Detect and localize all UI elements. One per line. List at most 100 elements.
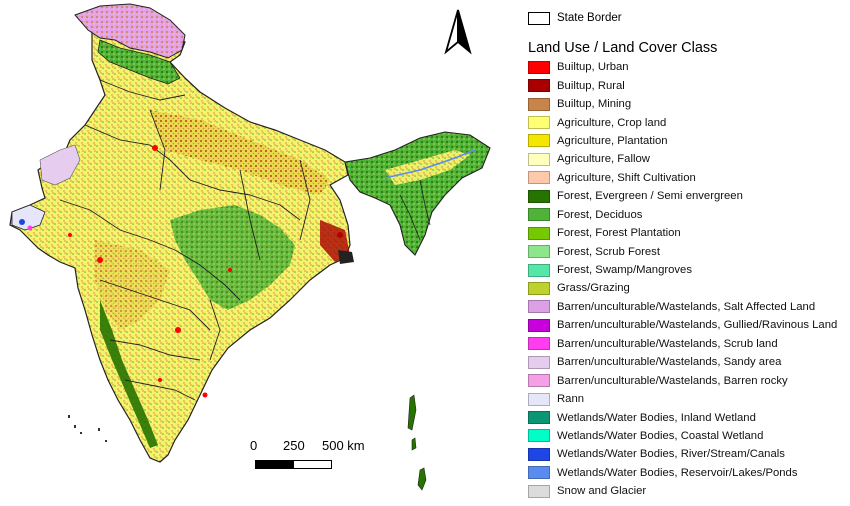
scale-bar: 0 250 500 km: [250, 438, 370, 478]
legend-label: Snow and Glacier: [557, 485, 647, 498]
scale-segment-white: [293, 460, 332, 469]
legend-label: Grass/Grazing: [557, 282, 630, 295]
legend-swatch: [528, 281, 550, 295]
legend-label: Builtup, Urban: [557, 61, 629, 74]
legend-swatch: [528, 189, 550, 203]
legend-item: Agriculture, Crop land: [528, 113, 848, 131]
legend-label: Forest, Scrub Forest: [557, 245, 660, 258]
legend-item: Snow and Glacier: [528, 482, 848, 500]
northeast-region: [344, 131, 491, 256]
legend-swatch: [528, 60, 550, 74]
legend-swatch: [528, 484, 550, 498]
himalaya-forest: [97, 39, 181, 85]
legend-swatch: [528, 226, 550, 240]
legend-item: Barren/unculturable/Wastelands, Salt Aff…: [528, 298, 848, 316]
legend-swatch: [528, 263, 550, 277]
brahmaputra: [384, 149, 476, 179]
legend-item: Wetlands/Water Bodies, Coastal Wetland: [528, 427, 848, 445]
legend-item: Wetlands/Water Bodies, Inland Wetland: [528, 408, 848, 426]
legend-title: Land Use / Land Cover Class: [528, 40, 718, 56]
northeast-borders: [399, 179, 431, 241]
legend-item: Agriculture, Plantation: [528, 132, 848, 150]
legend-item: Wetlands/Water Bodies, Reservoir/Lakes/P…: [528, 464, 848, 482]
legend-item: Agriculture, Shift Cultivation: [528, 169, 848, 187]
legend-swatch: [528, 152, 550, 166]
legend-swatch: [528, 300, 550, 314]
sundarbans: [338, 250, 354, 264]
central-forest: [170, 205, 295, 310]
legend-item: Forest, Swamp/Mangroves: [528, 261, 848, 279]
legend-item: Barren/unculturable/Wastelands, Sandy ar…: [528, 353, 848, 371]
legend-swatch: [528, 447, 550, 461]
legend-swatch: [528, 429, 550, 443]
ganga-plain: [150, 110, 330, 195]
legend-item: Agriculture, Fallow: [528, 150, 848, 168]
lakshadweep-islands: [68, 415, 107, 442]
legend-label: Rann: [557, 393, 585, 406]
legend-label: Forest, Forest Plantation: [557, 227, 681, 240]
legend-item: Forest, Forest Plantation: [528, 224, 848, 242]
legend-label: Barren/unculturable/Wastelands, Salt Aff…: [557, 300, 816, 313]
state-border-label: State Border: [557, 12, 622, 24]
legend-item: Builtup, Urban: [528, 58, 848, 76]
legend-label: Wetlands/Water Bodies, Reservoir/Lakes/P…: [557, 466, 798, 479]
state-border-swatch: [528, 11, 550, 25]
kashmir-region: [74, 3, 186, 59]
legend-label: Barren/unculturable/Wastelands, Gullied/…: [557, 319, 838, 332]
legend-label: Forest, Evergreen / Semi envergreen: [557, 190, 743, 203]
legend-item: Rann: [528, 390, 848, 408]
scale-label-0: 0: [250, 438, 258, 453]
legend-label: Agriculture, Shift Cultivation: [557, 171, 696, 184]
legend-label: Forest, Deciduos: [557, 208, 643, 221]
legend-swatch: [528, 171, 550, 185]
legend-item: Forest, Evergreen / Semi envergreen: [528, 187, 848, 205]
legend-item: Barren/unculturable/Wastelands, Barren r…: [528, 371, 848, 389]
legend-label: Barren/unculturable/Wastelands, Barren r…: [557, 374, 788, 387]
legend-swatch: [528, 355, 550, 369]
legend-item: Forest, Deciduos: [528, 206, 848, 224]
legend-item: Barren/unculturable/Wastelands, Scrub la…: [528, 335, 848, 353]
scale-label-250: 250: [283, 438, 305, 453]
legend-swatch: [528, 116, 550, 130]
state-borders: [59, 79, 311, 401]
legend-item: Builtup, Mining: [528, 95, 848, 113]
legend-item: Barren/unculturable/Wastelands, Gullied/…: [528, 316, 848, 334]
legend-swatch: [528, 392, 550, 406]
legend-swatch: [528, 134, 550, 148]
india-lulc-map: [9, 3, 491, 491]
legend-swatch: [528, 79, 550, 93]
scale-label-500: 500 km: [322, 438, 365, 453]
legend-swatch: [528, 337, 550, 351]
legend-item: Builtup, Rural: [528, 76, 848, 94]
legend-swatch: [528, 374, 550, 388]
legend-label: Wetlands/Water Bodies, Coastal Wetland: [557, 429, 764, 442]
legend-items: Builtup, Urban Builtup, Rural Builtup, Min…: [528, 58, 848, 501]
legend-item: Wetlands/Water Bodies, River/Stream/Cana…: [528, 445, 848, 463]
legend-label: Barren/unculturable/Wastelands, Sandy ar…: [557, 356, 782, 369]
legend-label: Forest, Swamp/Mangroves: [557, 264, 692, 277]
north-arrow-icon: [444, 9, 472, 55]
legend-item: Forest, Scrub Forest: [528, 242, 848, 260]
legend-swatch: [528, 208, 550, 222]
legend: State Border Land Use / Land Cover Class…: [528, 9, 848, 501]
legend-label: Builtup, Rural: [557, 79, 625, 92]
legend-label: Builtup, Mining: [557, 98, 632, 111]
scale-segment-black: [255, 460, 294, 469]
legend-swatch: [528, 97, 550, 111]
legend-item: Grass/Grazing: [528, 279, 848, 297]
legend-swatch: [528, 318, 550, 332]
legend-swatch: [528, 245, 550, 259]
legend-state-border: State Border: [528, 9, 848, 27]
legend-swatch: [528, 411, 550, 425]
andaman-islands: [407, 394, 427, 491]
western-ghats: [100, 300, 158, 448]
rajasthan-desert: [39, 144, 81, 186]
legend-label: Agriculture, Plantation: [557, 134, 668, 147]
legend-label: Barren/unculturable/Wastelands, Scrub la…: [557, 337, 778, 350]
legend-swatch: [528, 466, 550, 480]
legend-label: Agriculture, Fallow: [557, 153, 650, 166]
deccan-plateau: [95, 240, 170, 330]
legend-label: Wetlands/Water Bodies, River/Stream/Cana…: [557, 448, 785, 461]
legend-label: Agriculture, Crop land: [557, 116, 667, 129]
legend-label: Wetlands/Water Bodies, Inland Wetland: [557, 411, 756, 424]
